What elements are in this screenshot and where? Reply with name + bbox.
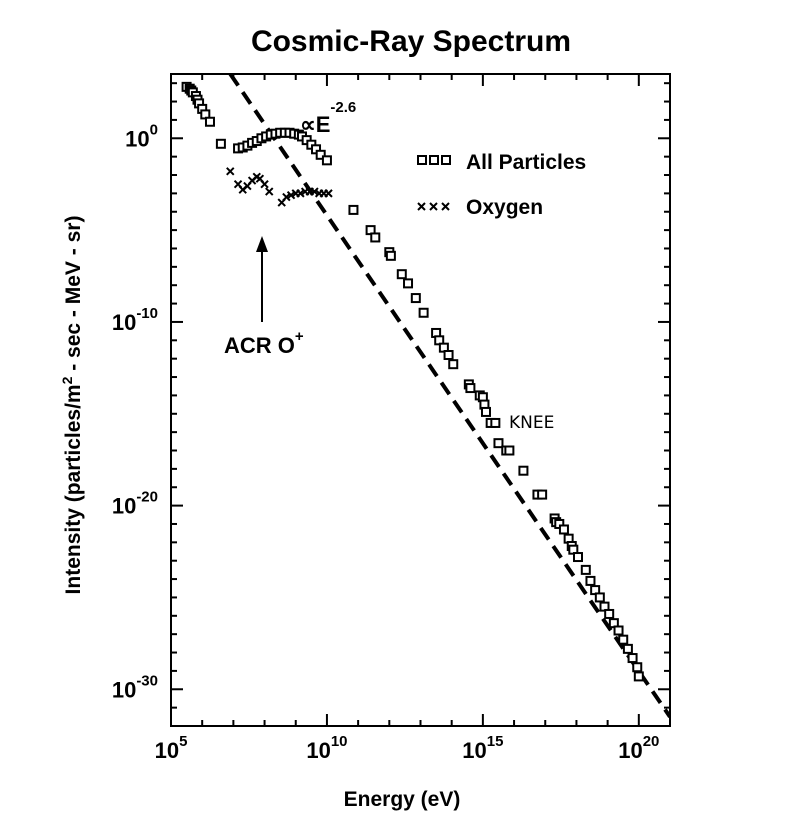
data-point-all-particles bbox=[490, 417, 501, 428]
data-point-all-particles bbox=[613, 625, 624, 636]
data-point-all-particles bbox=[370, 232, 381, 243]
data-point-all-particles bbox=[632, 662, 643, 673]
axis-ticks bbox=[170, 74, 671, 727]
data-point-all-particles bbox=[480, 406, 491, 417]
data-point-all-particles bbox=[604, 608, 615, 619]
legend-marker-all-particles bbox=[417, 155, 451, 165]
tick-labels: 105 1010 1015 1020 100 10-10 10-20 10-30 bbox=[112, 121, 660, 763]
y-axis-label: Intensity (particles/m2 - sec - MeV - sr… bbox=[59, 216, 85, 595]
data-point-all-particles bbox=[215, 138, 226, 149]
data-point-all-particles bbox=[504, 445, 515, 456]
data-point-all-particles bbox=[448, 359, 459, 370]
y-tick-label: 10-20 bbox=[112, 489, 158, 519]
acr-label: ACR O+ bbox=[224, 328, 304, 358]
data-point-all-particles bbox=[493, 438, 504, 449]
data-point-all-particles bbox=[315, 149, 326, 160]
data-point-all-particles bbox=[443, 350, 454, 361]
data-point-all-particles bbox=[594, 592, 605, 603]
data-point-all-particles bbox=[618, 634, 629, 645]
data-point-all-particles bbox=[403, 278, 414, 289]
power-law-line bbox=[228, 74, 670, 718]
data-point-all-particles bbox=[558, 524, 569, 535]
data-point-all-particles bbox=[537, 489, 548, 500]
y-tick-label: 10-30 bbox=[112, 672, 158, 702]
data-point-all-particles bbox=[580, 564, 591, 575]
acr-arrowhead bbox=[256, 236, 268, 252]
data-point-oxygen bbox=[282, 192, 291, 202]
data-point-oxygen bbox=[310, 187, 319, 196]
x-tick-label: 1020 bbox=[618, 733, 659, 763]
data-point-all-particles bbox=[622, 643, 633, 654]
data-point-all-particles bbox=[572, 552, 583, 563]
x-tick-label: 1010 bbox=[306, 733, 347, 763]
series-all-particles bbox=[181, 81, 644, 682]
chart-title: Cosmic-Ray Spectrum bbox=[251, 25, 571, 58]
data-point-oxygen bbox=[286, 191, 296, 200]
data-point-all-particles bbox=[385, 250, 396, 261]
data-point-oxygen bbox=[260, 179, 269, 189]
y-tick-label: 10-10 bbox=[112, 305, 158, 335]
data-point-all-particles bbox=[633, 671, 644, 682]
legend-label-oxygen: Oxygen bbox=[466, 196, 543, 219]
data-point-all-particles bbox=[410, 293, 421, 304]
data-point-all-particles bbox=[585, 575, 596, 586]
data-point-oxygen bbox=[226, 167, 235, 176]
data-point-all-particles bbox=[321, 155, 332, 166]
acr-annotation: ACR O+ bbox=[224, 236, 304, 358]
data-point-all-particles bbox=[518, 465, 529, 476]
data-point-oxygen bbox=[265, 187, 274, 196]
data-point-all-particles bbox=[204, 116, 215, 127]
data-point-oxygen bbox=[296, 189, 305, 198]
data-point-all-particles bbox=[627, 653, 638, 664]
data-point-all-particles bbox=[396, 269, 407, 280]
x-axis-label: Energy (eV) bbox=[344, 788, 461, 811]
plot-frame bbox=[170, 73, 671, 727]
power-law-label: ∝E-2.6 bbox=[300, 99, 356, 137]
knee-label: KNEE bbox=[509, 413, 554, 433]
legend-label-all-particles: All Particles bbox=[466, 151, 586, 174]
legend-marker-oxygen bbox=[417, 202, 450, 211]
x-tick-label: 105 bbox=[155, 733, 188, 763]
legend: All Particles Oxygen bbox=[417, 151, 586, 219]
x-tick-label: 1015 bbox=[462, 733, 503, 763]
y-tick-label: 100 bbox=[125, 121, 158, 151]
data-point-all-particles bbox=[465, 383, 476, 394]
data-point-all-particles bbox=[348, 204, 359, 215]
data-point-oxygen bbox=[324, 189, 333, 198]
series-oxygen bbox=[226, 167, 333, 207]
data-point-all-particles bbox=[418, 307, 429, 318]
